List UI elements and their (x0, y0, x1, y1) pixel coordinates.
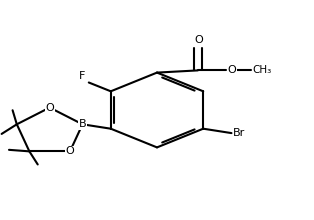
Text: Br: Br (233, 128, 245, 138)
Text: O: O (45, 103, 54, 113)
Text: CH₃: CH₃ (252, 65, 271, 75)
Text: B: B (79, 119, 86, 129)
Text: F: F (78, 71, 85, 81)
Text: O: O (228, 65, 236, 75)
Text: O: O (66, 146, 74, 156)
Text: O: O (194, 35, 203, 45)
